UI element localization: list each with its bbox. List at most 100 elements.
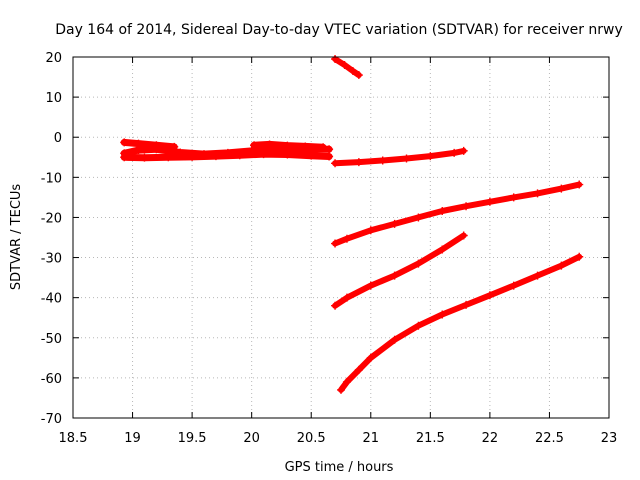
series-arc-6 — [337, 252, 584, 394]
data-point — [319, 143, 328, 152]
data-point — [325, 145, 334, 154]
data-point — [283, 150, 292, 159]
data-point — [170, 142, 179, 151]
data-point — [188, 152, 197, 161]
x-tick-label: 21 — [363, 431, 380, 446]
data-point — [366, 226, 375, 235]
data-point — [342, 234, 351, 243]
data-point — [402, 154, 411, 163]
data-point — [325, 152, 334, 161]
data-point — [120, 153, 129, 162]
axis-ticks: 18.5 19 19.5 20 20.5 21 21.5 22 22.5 23 -70 -60 -50 -… — [41, 51, 618, 446]
data-point — [342, 377, 351, 386]
series-arc-1-upper — [120, 138, 179, 151]
data-point — [235, 151, 244, 160]
data-point — [509, 193, 518, 202]
data-point — [366, 353, 375, 362]
x-tick-label: 23 — [601, 431, 618, 446]
data-point — [348, 67, 357, 76]
data-point — [390, 271, 399, 280]
data-point — [459, 231, 468, 240]
y-axis-label: SDTVAR / TECUs — [9, 184, 24, 291]
data-point — [426, 152, 435, 161]
data-point — [450, 148, 459, 157]
data-point — [575, 180, 584, 189]
series-line — [332, 232, 467, 309]
data-point — [140, 153, 149, 162]
x-tick-label: 22 — [482, 431, 499, 446]
data-point — [414, 259, 423, 268]
series-arc-4 — [331, 180, 584, 248]
y-tick-label: -40 — [41, 292, 62, 307]
plot-frame — [72, 56, 610, 419]
x-tick-label: 19.5 — [178, 431, 207, 446]
data-point — [265, 140, 274, 149]
data-point — [390, 219, 399, 228]
x-tick-label: 21.5 — [416, 431, 445, 446]
data-point — [301, 142, 310, 151]
y-tick-label: 20 — [45, 51, 62, 66]
data-point — [575, 252, 584, 261]
chart-title: Day 164 of 2014, Sidereal Day-to-day VTE… — [55, 22, 623, 38]
data-point — [354, 365, 363, 374]
series-arc-5 — [331, 231, 468, 310]
data-point — [509, 281, 518, 290]
data-point — [390, 335, 399, 344]
data-point — [354, 71, 363, 80]
series-arc-2 — [331, 55, 363, 80]
y-tick-label: -50 — [41, 332, 62, 347]
series-arc-1-mid — [250, 140, 328, 152]
data-point — [533, 189, 542, 198]
series-arc-1-lower — [120, 150, 334, 162]
data-point — [366, 281, 375, 290]
x-tick-label: 19 — [124, 431, 141, 446]
data-point — [340, 61, 349, 70]
data-point — [485, 197, 494, 206]
data-point — [438, 207, 447, 216]
data-point — [250, 141, 259, 150]
x-tick-label: 20.5 — [297, 431, 326, 446]
data-point — [462, 202, 471, 211]
series-line — [332, 56, 362, 79]
data-point — [557, 261, 566, 270]
data-point — [378, 156, 387, 165]
data-point — [152, 141, 161, 150]
data-point — [331, 55, 340, 64]
data-point — [331, 159, 340, 168]
grid — [73, 57, 609, 418]
data-point — [438, 245, 447, 254]
data-series — [120, 55, 584, 394]
data-point — [259, 150, 268, 159]
data-point — [337, 385, 345, 394]
series-arc-3 — [331, 146, 468, 168]
data-point — [134, 139, 143, 148]
y-tick-label: -60 — [41, 372, 62, 387]
y-tick-label: -30 — [41, 252, 62, 267]
data-point — [164, 153, 173, 162]
y-tick-label: 10 — [45, 91, 62, 106]
data-point — [211, 152, 220, 161]
series-line — [120, 138, 178, 151]
data-point — [331, 301, 340, 310]
y-tick-label: -20 — [41, 211, 62, 226]
data-point — [414, 321, 423, 330]
data-point — [438, 310, 447, 319]
series-line — [338, 253, 583, 393]
x-axis-label: GPS time / hours — [285, 460, 394, 475]
data-point — [533, 271, 542, 280]
x-tick-label: 22.5 — [535, 431, 564, 446]
data-point — [354, 158, 363, 167]
series-line — [120, 150, 333, 162]
series-line — [332, 147, 467, 167]
data-point — [331, 239, 340, 248]
series-line — [332, 181, 583, 247]
data-point — [485, 291, 494, 300]
data-point — [283, 141, 292, 150]
data-point — [307, 151, 316, 160]
x-tick-label: 20 — [243, 431, 260, 446]
data-point — [414, 213, 423, 222]
data-point — [120, 138, 129, 147]
y-tick-label: -10 — [41, 171, 62, 186]
data-point — [459, 146, 468, 155]
